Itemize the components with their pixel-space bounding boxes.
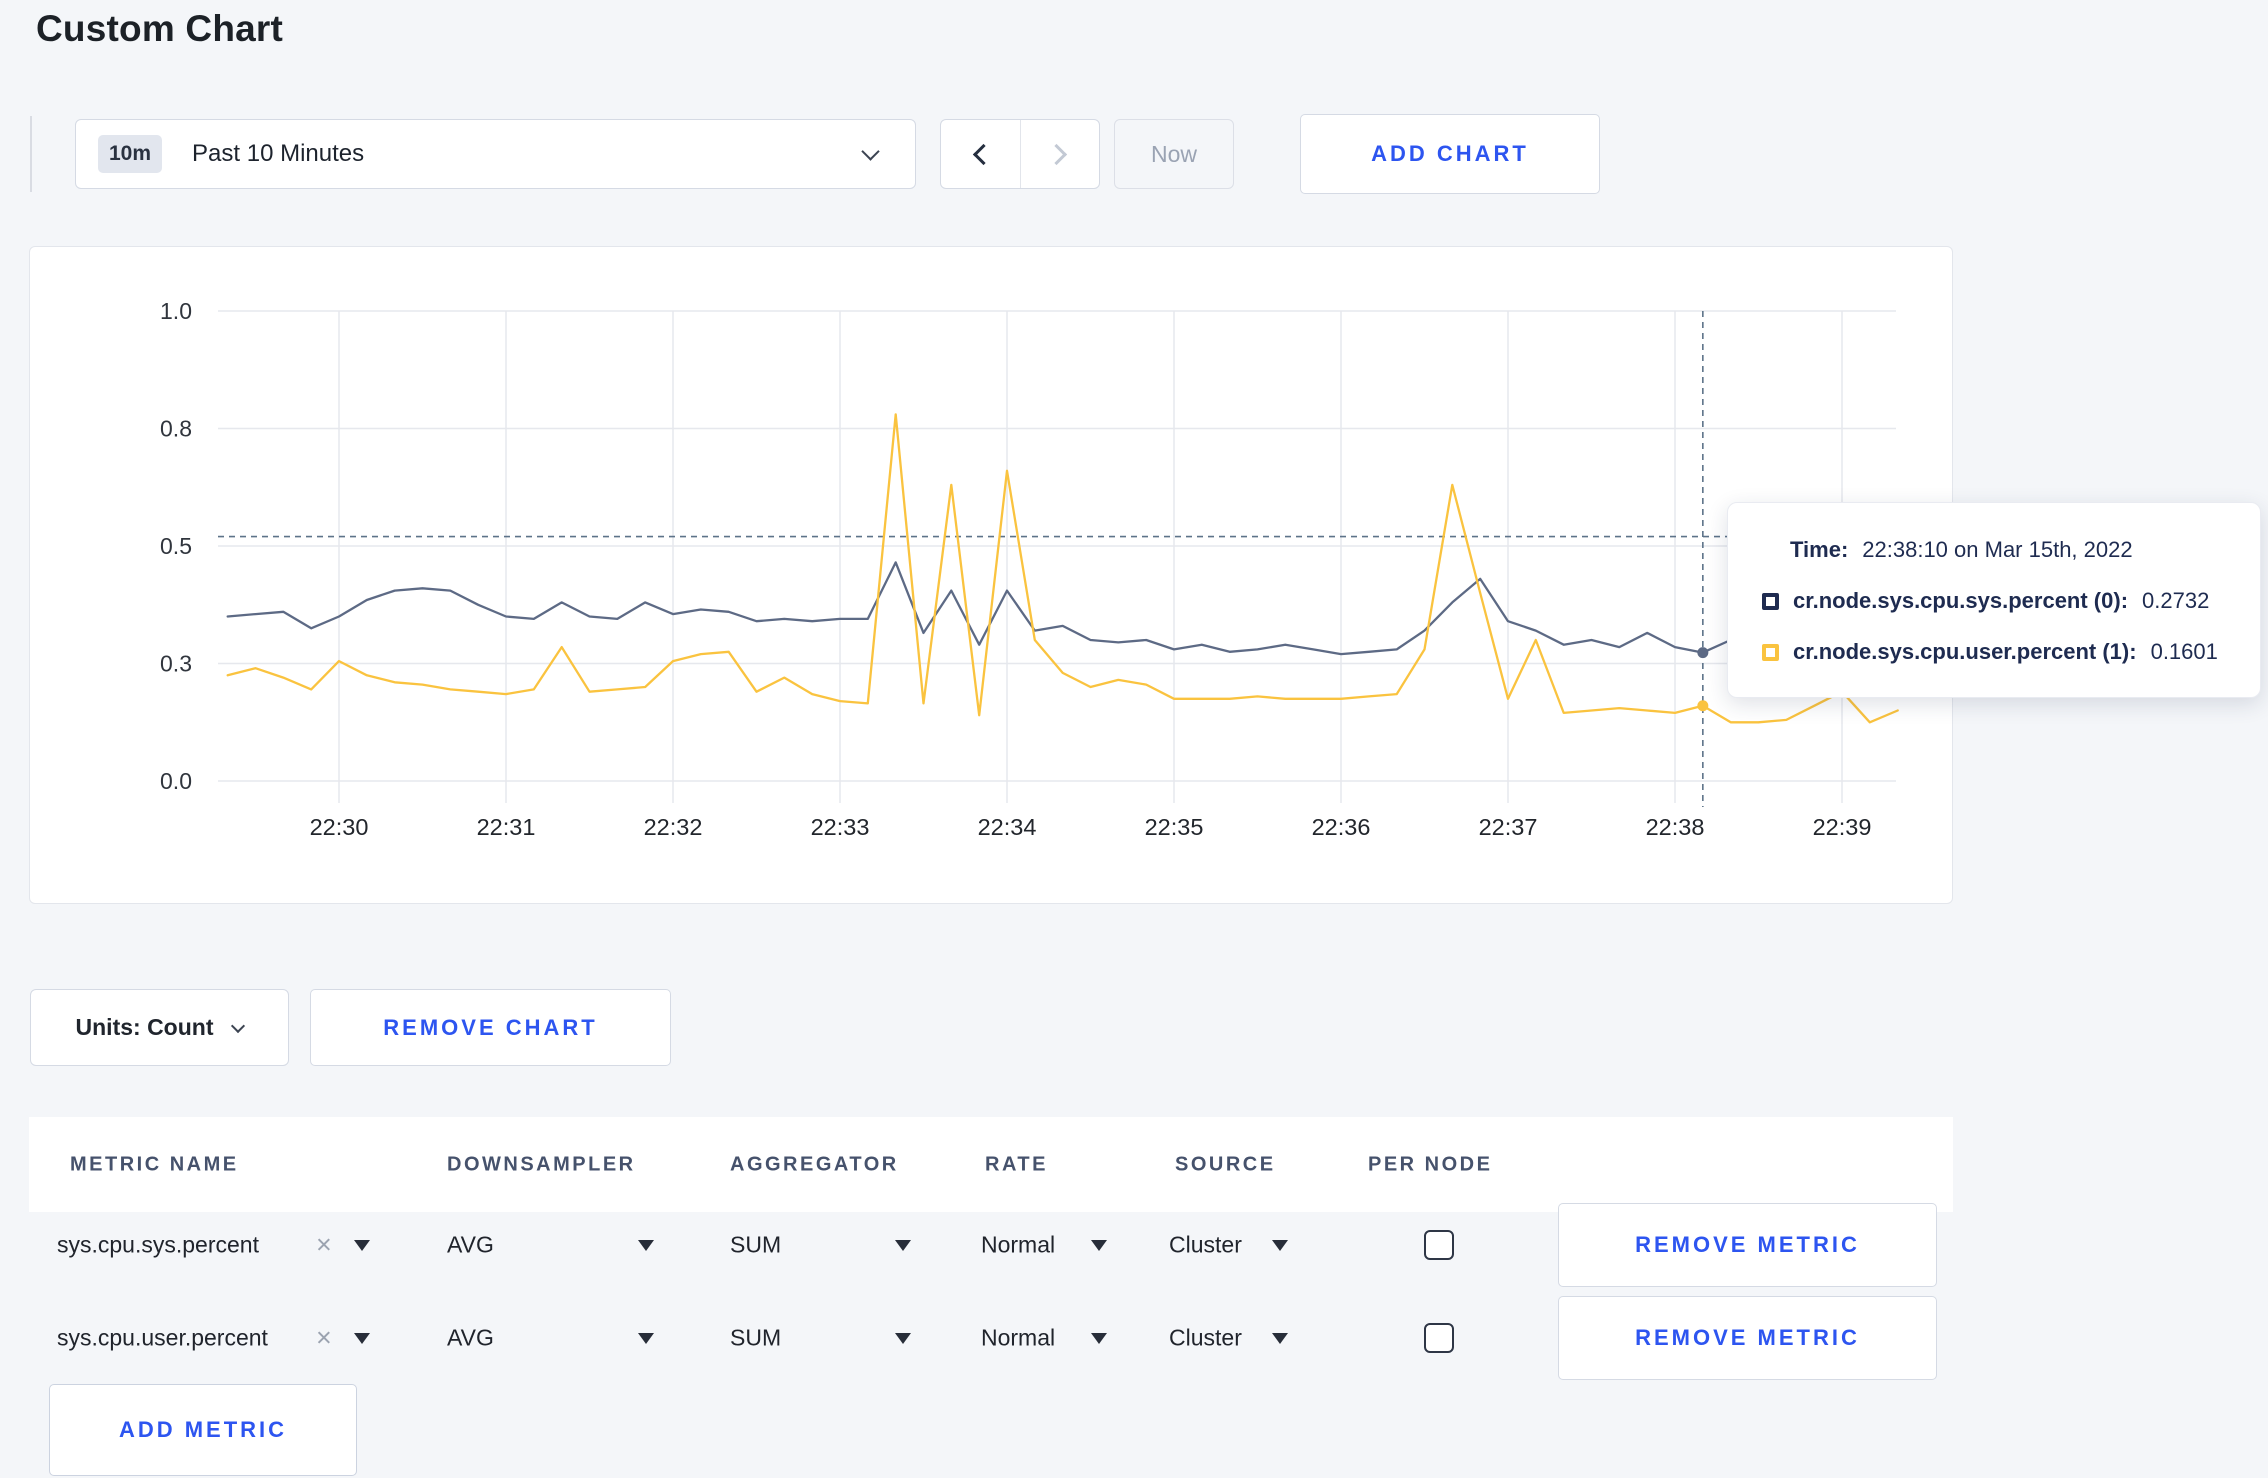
time-window-badge: 10m — [98, 135, 163, 173]
col-header-per-node: PER NODE — [1368, 1153, 1493, 1175]
downsampler-select[interactable]: AVG — [447, 1324, 494, 1351]
next-time-button[interactable] — [1021, 120, 1100, 188]
prev-time-button[interactable] — [941, 120, 1021, 188]
tooltip-series-value: 0.2732 — [2142, 588, 2210, 613]
toolbar-divider — [30, 116, 32, 192]
x-tick-label: 22:30 — [310, 814, 369, 840]
y-tick-label: 0.3 — [160, 651, 192, 677]
y-tick-label: 0.0 — [160, 768, 192, 794]
y-tick-label: 0.8 — [160, 416, 192, 442]
caret-down-icon[interactable] — [638, 1240, 654, 1251]
remove-metric-button[interactable]: REMOVE METRIC — [1558, 1296, 1937, 1380]
downsampler-select[interactable]: AVG — [447, 1231, 494, 1258]
caret-down-icon[interactable] — [1272, 1240, 1288, 1251]
chevron-down-icon — [861, 141, 880, 161]
per-node-checkbox[interactable] — [1424, 1230, 1454, 1260]
chart-tooltip: Time: 22:38:10 on Mar 15th, 2022 cr.node… — [1727, 502, 2261, 698]
x-tick-label: 22:39 — [1813, 814, 1872, 840]
x-tick-label: 22:38 — [1646, 814, 1705, 840]
tooltip-time-value: 22:38:10 on Mar 15th, 2022 — [1862, 537, 2133, 562]
chart-card: 0.0 0.3 0.5 0.8 1.0 22:30 22:31 22:32 22:33 22:34… — [29, 246, 1953, 904]
y-tick-label: 0.5 — [160, 533, 192, 559]
remove-chart-button[interactable]: REMOVE CHART — [310, 989, 671, 1066]
caret-down-icon[interactable] — [354, 1333, 370, 1344]
caret-down-icon[interactable] — [1091, 1240, 1107, 1251]
add-metric-button[interactable]: ADD METRIC — [49, 1384, 357, 1476]
cpu-line-chart[interactable]: 0.0 0.3 0.5 0.8 1.0 22:30 22:31 22:32 22:33 22:34… — [30, 247, 1954, 905]
col-header-metric-name: METRIC NAME — [70, 1153, 239, 1175]
col-header-aggregator: AGGREGATOR — [730, 1153, 899, 1175]
metric-name-select[interactable]: sys.cpu.user.percent — [57, 1324, 268, 1351]
series-swatch-user-icon — [1762, 643, 1779, 661]
hover-dot-0 — [1697, 647, 1709, 659]
col-header-rate: RATE — [985, 1153, 1048, 1175]
caret-down-icon[interactable] — [895, 1240, 911, 1251]
source-select[interactable]: Cluster — [1169, 1231, 1242, 1258]
per-node-checkbox[interactable] — [1424, 1323, 1454, 1353]
col-header-source: SOURCE — [1175, 1153, 1276, 1175]
hover-dot-1 — [1697, 700, 1709, 712]
tooltip-series-name: cr.node.sys.cpu.user.percent (1): — [1793, 639, 2137, 664]
metric-name-select[interactable]: sys.cpu.sys.percent — [57, 1231, 259, 1258]
units-label: Units: Count — [75, 1014, 214, 1040]
tooltip-time-label: Time: — [1790, 537, 1849, 562]
rate-select[interactable]: Normal — [981, 1324, 1056, 1351]
metric-row: sys.cpu.user.percent × AVG SUM Normal Cl… — [0, 1296, 2268, 1380]
tooltip-series-row: cr.node.sys.cpu.user.percent (1): 0.1601 — [1762, 635, 2260, 669]
y-tick-label: 1.0 — [160, 298, 192, 324]
chevron-down-icon — [231, 1018, 246, 1033]
tooltip-time-row: Time: 22:38:10 on Mar 15th, 2022 — [1790, 533, 2260, 567]
page-title: Custom Chart — [36, 8, 284, 49]
caret-down-icon[interactable] — [1272, 1333, 1288, 1344]
caret-down-icon[interactable] — [638, 1333, 654, 1344]
series-swatch-sys-icon — [1762, 592, 1779, 610]
time-window-label: Past 10 Minutes — [192, 140, 365, 167]
clear-metric-icon[interactable]: × — [316, 1229, 332, 1260]
rate-select[interactable]: Normal — [981, 1231, 1056, 1258]
series-line-1 — [226, 413, 1899, 724]
chevron-right-icon — [1046, 143, 1068, 165]
tooltip-series-value: 0.1601 — [2150, 639, 2218, 664]
chevron-left-icon — [972, 143, 994, 165]
tooltip-series-row: cr.node.sys.cpu.sys.percent (0): 0.2732 — [1762, 584, 2260, 618]
caret-down-icon[interactable] — [354, 1240, 370, 1251]
aggregator-select[interactable]: SUM — [730, 1231, 782, 1258]
add-chart-button[interactable]: ADD CHART — [1300, 114, 1600, 194]
x-tick-label: 22:32 — [644, 814, 703, 840]
series-line-0 — [226, 561, 1899, 656]
units-dropdown[interactable]: Units: Count — [30, 989, 289, 1066]
source-select[interactable]: Cluster — [1169, 1324, 1242, 1351]
x-tick-label: 22:33 — [811, 814, 870, 840]
x-tick-label: 22:36 — [1312, 814, 1371, 840]
time-pager — [940, 119, 1100, 189]
x-tick-label: 22:31 — [477, 814, 536, 840]
remove-metric-button[interactable]: REMOVE METRIC — [1558, 1203, 1937, 1287]
tooltip-series-name: cr.node.sys.cpu.sys.percent (0): — [1793, 588, 2129, 613]
now-button[interactable]: Now — [1114, 119, 1234, 189]
caret-down-icon[interactable] — [895, 1333, 911, 1344]
metrics-table-header: METRIC NAME DOWNSAMPLER AGGREGATOR RATE … — [29, 1117, 1953, 1212]
x-tick-label: 22:34 — [978, 814, 1037, 840]
x-tick-label: 22:35 — [1145, 814, 1204, 840]
caret-down-icon[interactable] — [1091, 1333, 1107, 1344]
metric-row: sys.cpu.sys.percent × AVG SUM Normal Clu… — [0, 1203, 2268, 1287]
time-window-dropdown[interactable]: 10m Past 10 Minutes — [75, 119, 916, 189]
col-header-downsampler: DOWNSAMPLER — [447, 1153, 636, 1175]
aggregator-select[interactable]: SUM — [730, 1324, 782, 1351]
clear-metric-icon[interactable]: × — [316, 1322, 332, 1353]
x-tick-label: 22:37 — [1479, 814, 1538, 840]
